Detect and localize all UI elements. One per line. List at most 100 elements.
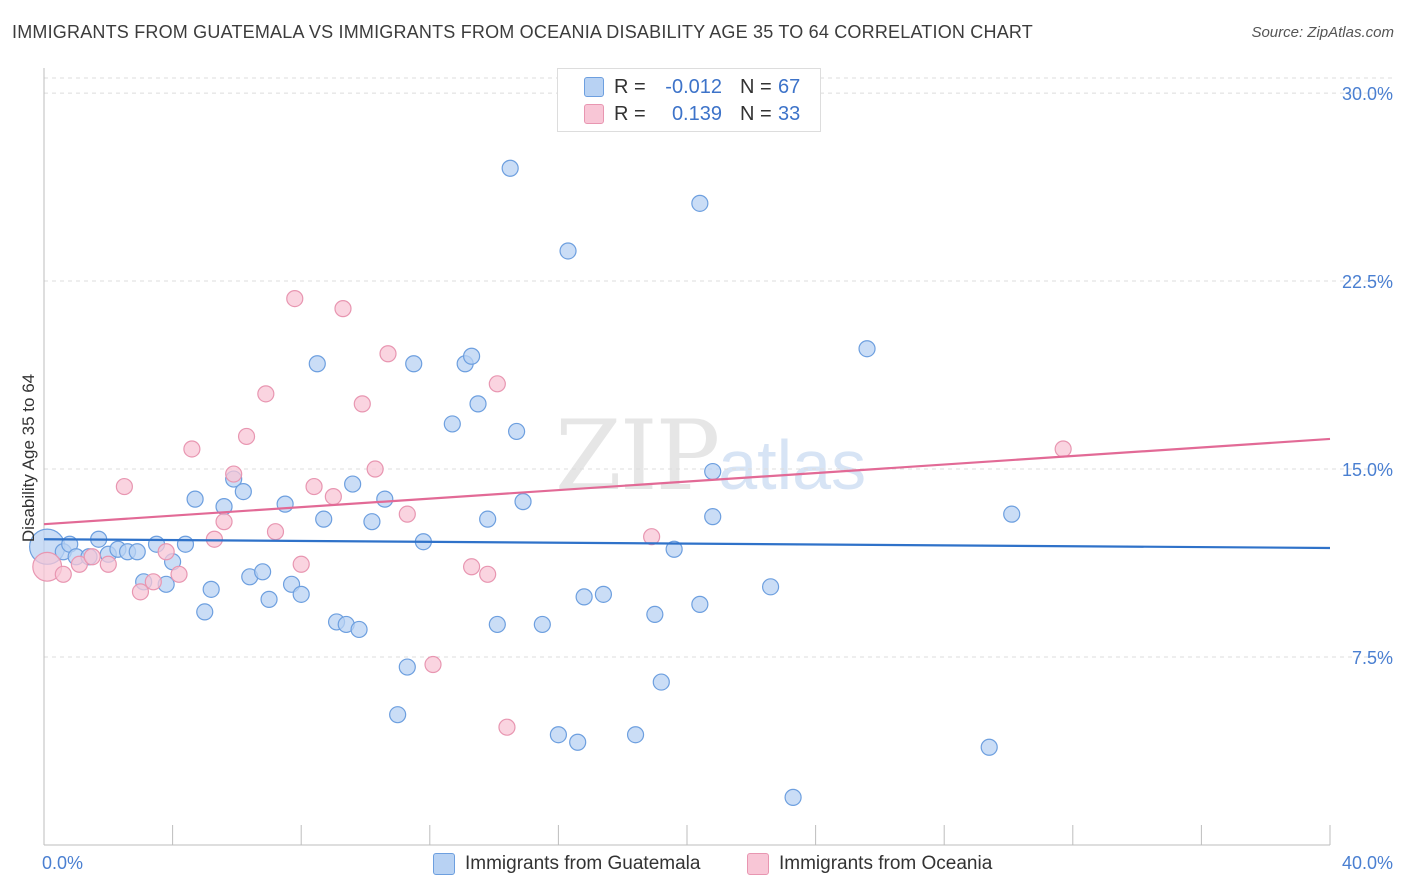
y-tick-label: 22.5% bbox=[1342, 272, 1393, 292]
oceania-point bbox=[305, 477, 323, 496]
guatemala-point bbox=[691, 595, 709, 613]
guatemala-point bbox=[389, 706, 407, 724]
guatemala-point bbox=[254, 563, 272, 581]
guatemala-point bbox=[398, 658, 416, 676]
guatemala-trend-line bbox=[43, 538, 1331, 550]
oceania-point bbox=[1054, 440, 1072, 458]
legend-n-value: 33 bbox=[778, 102, 801, 125]
oceania-point bbox=[257, 385, 275, 403]
oceania-trend-line bbox=[43, 437, 1331, 526]
legend-swatch-blue bbox=[584, 77, 604, 97]
oceania-point bbox=[83, 548, 101, 566]
legend-row-oceania: R = 0.139 N = 33 bbox=[584, 101, 800, 127]
y-tick-label: 7.5% bbox=[1352, 648, 1393, 668]
guatemala-point bbox=[128, 543, 146, 561]
guatemala-point bbox=[980, 738, 998, 756]
guatemala-point bbox=[691, 194, 709, 212]
oceania-point bbox=[157, 543, 175, 561]
oceania-point bbox=[131, 583, 150, 601]
guatemala-point bbox=[344, 475, 362, 493]
guatemala-point bbox=[704, 508, 722, 526]
oceania-point bbox=[334, 300, 352, 318]
oceania-point bbox=[144, 573, 162, 591]
guatemala-point bbox=[376, 490, 394, 508]
guatemala-point bbox=[501, 159, 519, 177]
watermark-atlas: atlas bbox=[718, 426, 867, 504]
oceania-point bbox=[115, 477, 133, 496]
oceania-point bbox=[398, 505, 416, 523]
legend-r-value: 0.139 bbox=[671, 102, 722, 125]
x-tick-label: 40.0% bbox=[1342, 853, 1393, 873]
oceania-point bbox=[205, 530, 223, 548]
guatemala-point bbox=[704, 462, 722, 481]
guatemala-point bbox=[569, 733, 587, 751]
legend-r-label: R = bbox=[614, 102, 646, 125]
series-oceania-points bbox=[32, 289, 1072, 736]
guatemala-point bbox=[292, 585, 310, 603]
guatemala-point bbox=[1003, 505, 1021, 523]
guatemala-point bbox=[202, 580, 220, 598]
guatemala-point bbox=[176, 535, 195, 553]
oceania-point bbox=[479, 565, 497, 583]
guatemala-point bbox=[533, 615, 551, 634]
oceania-point bbox=[237, 427, 256, 446]
guatemala-point bbox=[196, 603, 214, 621]
oceania-point bbox=[379, 345, 397, 363]
guatemala-point bbox=[858, 340, 876, 358]
oceania-point bbox=[99, 555, 117, 573]
oceania-point bbox=[286, 289, 304, 308]
tick-labels: 7.5% 15.0% 22.5% 30.0% 0.0% 40.0% bbox=[42, 84, 1393, 873]
watermark: ZIPatlas bbox=[555, 400, 866, 512]
guatemala-point bbox=[665, 540, 683, 558]
guatemala-point bbox=[508, 422, 526, 441]
guatemala-point bbox=[405, 355, 423, 373]
guatemala-point bbox=[186, 490, 204, 508]
oceania-point bbox=[366, 460, 384, 478]
guatemala-point bbox=[559, 242, 577, 260]
legend-n-value: 67 bbox=[778, 75, 801, 98]
series-guatemala-points bbox=[29, 159, 1021, 806]
guatemala-point bbox=[514, 493, 532, 511]
legend-swatch-pink bbox=[584, 104, 604, 124]
bottom-legend-swatch-blue bbox=[433, 853, 455, 875]
y-axis-label: Disability Age 35 to 64 bbox=[19, 374, 38, 542]
legend-r-value: -0.012 bbox=[665, 75, 722, 98]
source-note: Source: ZipAtlas.com bbox=[1251, 24, 1394, 41]
guatemala-point bbox=[575, 588, 593, 606]
guatemala-point bbox=[315, 510, 333, 528]
oceania-point bbox=[170, 565, 188, 583]
guatemala-point bbox=[363, 513, 381, 531]
correlation-legend: R = -0.012 N = 67 R = 0.139 N = 33 bbox=[557, 68, 821, 132]
guatemala-point bbox=[308, 355, 326, 373]
oceania-point bbox=[643, 528, 661, 546]
bottom-legend-oceania: Immigrants from Oceania bbox=[747, 852, 992, 876]
guatemala-point bbox=[276, 495, 294, 513]
guatemala-point bbox=[350, 620, 368, 639]
trend-lines bbox=[43, 437, 1331, 550]
bottom-legend-label: Immigrants from Oceania bbox=[779, 853, 993, 874]
guatemala-point bbox=[443, 415, 461, 433]
guatemala-point bbox=[626, 726, 645, 744]
guatemala-point bbox=[646, 605, 664, 624]
guatemala-point bbox=[594, 585, 613, 603]
bottom-legend-swatch-pink bbox=[747, 853, 769, 875]
oceania-point bbox=[424, 655, 442, 674]
y-tick-label: 15.0% bbox=[1342, 460, 1393, 480]
legend-row-guatemala: R = -0.012 N = 67 bbox=[584, 74, 800, 100]
oceania-point bbox=[225, 465, 243, 483]
oceania-point bbox=[266, 523, 285, 541]
guatemala-point bbox=[488, 615, 506, 634]
oceania-point bbox=[488, 375, 506, 393]
y-tick-label: 30.0% bbox=[1342, 84, 1393, 104]
guatemala-point bbox=[234, 482, 252, 501]
guatemala-point bbox=[761, 578, 780, 596]
watermark-zip: ZIP bbox=[555, 400, 720, 512]
guatemala-point bbox=[260, 590, 278, 608]
oceania-point bbox=[498, 718, 516, 736]
guatemala-point bbox=[784, 788, 802, 806]
guatemala-point bbox=[462, 347, 481, 365]
oceania-point bbox=[54, 565, 72, 583]
oceania-point bbox=[462, 558, 481, 576]
x-tick-label: 0.0% bbox=[42, 853, 83, 873]
